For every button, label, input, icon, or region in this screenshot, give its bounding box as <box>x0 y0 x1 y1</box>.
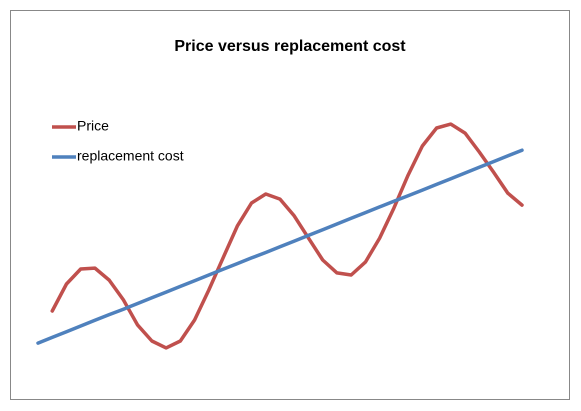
legend-label: Price <box>77 118 109 134</box>
chart-title: Price versus replacement cost <box>174 38 406 55</box>
legend-label: replacement cost <box>77 148 184 164</box>
chart-frame <box>10 10 570 400</box>
series-line <box>50 122 524 350</box>
series-line <box>36 148 524 345</box>
